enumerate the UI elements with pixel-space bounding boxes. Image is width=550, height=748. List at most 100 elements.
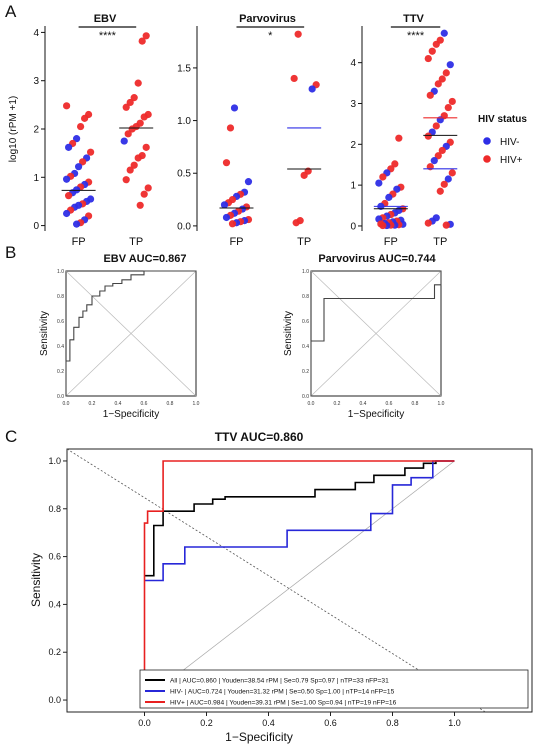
x-tick-label: TP	[297, 236, 311, 248]
y-tick-label: 0.6	[302, 319, 309, 325]
data-point	[244, 178, 253, 186]
y-tick-label: 1.0	[177, 116, 191, 127]
x-tick-label: 0.2	[200, 718, 213, 728]
data-point	[140, 113, 148, 121]
x-tick-label: 1.0	[193, 401, 200, 407]
data-point	[226, 124, 235, 132]
data-point	[434, 80, 442, 88]
plot-frame	[66, 448, 533, 713]
data-point	[126, 166, 134, 174]
y-tick-label: 2	[33, 125, 39, 136]
x-tick-label: FP	[384, 236, 398, 248]
y-tick-label: 4	[350, 58, 356, 69]
data-point	[73, 220, 81, 228]
data-point	[430, 157, 438, 165]
data-point	[136, 201, 144, 209]
data-point	[442, 69, 450, 77]
x-tick-label: 0.8	[412, 401, 419, 407]
data-point	[79, 158, 87, 166]
y-tick-label: 0.6	[48, 552, 61, 562]
y-tick-label: 0.5	[177, 169, 191, 180]
data-point	[142, 32, 150, 40]
roc-curve	[65, 270, 196, 396]
charts-layer: EBV 0 1 2 3 4 FP TP log10 (rPM +1) **** Parvovirus…	[8, 13, 533, 744]
x-tick-label: 0.6	[324, 718, 337, 728]
x-tick-label: 1.0	[438, 401, 445, 407]
data-point	[432, 122, 440, 130]
data-point	[142, 143, 150, 151]
y-tick-label: 0.0	[302, 394, 309, 400]
y-tick-label: 0.0	[57, 394, 64, 400]
data-point	[63, 209, 71, 218]
legend-label-hiv-pos: HIV+	[500, 155, 523, 166]
data-point	[144, 184, 152, 192]
data-point	[65, 143, 73, 151]
plot-frame	[65, 270, 197, 397]
roc-legend-frame	[139, 669, 529, 709]
y-tick-label: 1.0	[48, 456, 61, 466]
roc-legend: All | AUC=0.860 | Youden=38.54 rPM | Se=…	[139, 669, 529, 709]
y-tick-label: 1.0	[302, 269, 309, 275]
x-axis-label: 1−Specificity	[225, 730, 293, 744]
data-point	[138, 37, 146, 45]
data-point	[436, 187, 444, 195]
x-tick-label: 1.0	[448, 718, 461, 728]
data-point	[87, 148, 95, 156]
data-point	[130, 161, 138, 169]
data-point	[444, 175, 452, 183]
data-point	[395, 134, 403, 142]
x-tick-label: 0.6	[141, 401, 148, 407]
chart-title: Parvovirus	[239, 13, 296, 25]
data-point	[134, 79, 142, 87]
data-point	[446, 61, 454, 69]
plot-frame	[310, 270, 442, 397]
data-point	[122, 176, 130, 184]
y-tick-label: 3	[33, 76, 39, 87]
y-tick-label: 3	[350, 99, 356, 110]
y-tick-label: 0	[350, 221, 356, 232]
diagonal-line	[65, 270, 197, 397]
data-point	[77, 122, 85, 131]
x-tick-label: FP	[229, 236, 243, 248]
x-tick-label: 0.4	[360, 401, 367, 407]
data-point	[379, 173, 387, 181]
data-point	[391, 160, 399, 168]
y-tick-label: 0.2	[302, 369, 309, 375]
data-point	[292, 219, 300, 227]
data-point	[375, 179, 383, 187]
y-tick-label: 1.5	[177, 63, 191, 74]
x-tick-label: 0.8	[167, 401, 174, 407]
data-point	[308, 85, 316, 93]
y-tick-label: 4	[33, 28, 39, 39]
data-point	[134, 154, 142, 162]
y-axis-label: Sensitivity	[39, 311, 50, 356]
y-tick-label: 0.4	[302, 344, 309, 350]
data-point	[140, 190, 148, 198]
data-point	[230, 104, 239, 112]
data-point	[424, 54, 432, 63]
data-point	[124, 130, 132, 138]
roc-plot-ttv: TTV AUC=0.860 0.0 0.2 0.4 0.6 0.8 1.0 0.0 0.2 0.4…	[29, 430, 533, 744]
data-point	[122, 103, 130, 111]
chart-title: TTV	[403, 13, 424, 25]
y-tick-label: 1.0	[57, 269, 64, 275]
data-point	[438, 146, 446, 155]
panel-letter-c: C	[5, 427, 17, 446]
data-point	[432, 40, 440, 48]
legend-marker-hiv-pos	[483, 155, 491, 163]
roc-plot-ebv: EBV AUC=0.867 0.00.0 0.2 0.2 0.4 0.4 0.6 0.6 0.8…	[39, 253, 200, 420]
data-point	[73, 135, 81, 143]
x-axis-label: 1−Specificity	[348, 409, 404, 420]
x-tick-label: 0.2	[334, 401, 341, 407]
strip-plot-ttv: TTV 0 1 2 3 4 FP TP ****	[350, 13, 458, 248]
data-point	[438, 75, 446, 83]
data-point	[126, 98, 134, 107]
x-tick-label: 0.0	[308, 401, 315, 407]
significance-marker: ****	[99, 30, 117, 42]
x-tick-label: 0.8	[386, 718, 399, 728]
data-point	[448, 97, 456, 106]
data-point	[222, 213, 231, 222]
diagonal-line	[144, 460, 455, 701]
legend-title: HIV status	[478, 114, 527, 125]
chart-title: EBV AUC=0.867	[103, 253, 186, 265]
